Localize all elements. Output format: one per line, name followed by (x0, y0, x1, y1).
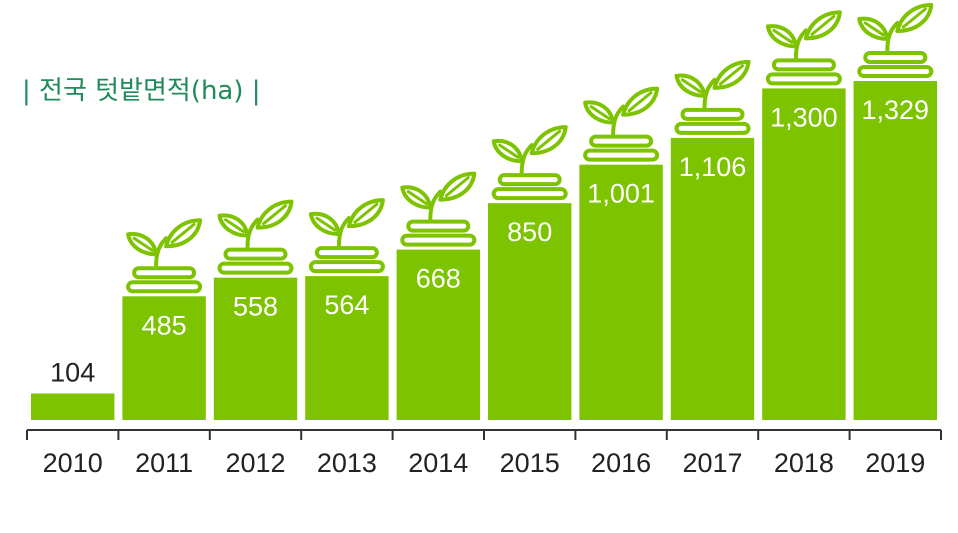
value-label: 668 (416, 264, 461, 294)
bar (305, 276, 389, 420)
sprout-pot-icon (308, 198, 385, 274)
bar (670, 137, 755, 420)
x-tick-label: 2018 (774, 448, 834, 478)
value-label: 850 (507, 217, 552, 247)
x-tick-label: 2019 (865, 448, 925, 478)
value-label: 485 (142, 310, 187, 340)
x-tick-label: 2012 (225, 448, 285, 478)
sprout-pot-icon (857, 3, 934, 78)
sprout-pot-icon (674, 59, 751, 135)
value-label: 104 (50, 357, 95, 387)
sprout-pot-icon (400, 171, 477, 247)
bar (488, 203, 572, 420)
bars-group (31, 3, 937, 421)
x-tick-label: 2011 (135, 448, 193, 478)
bar (31, 393, 115, 420)
value-label: 564 (324, 290, 369, 320)
sprout-pot-icon (583, 86, 660, 162)
x-axis (26, 429, 942, 440)
x-tick-label: 2015 (500, 448, 560, 478)
sprout-pot-icon (217, 199, 294, 275)
sprout-pot-icon (491, 125, 568, 201)
value-label: 1,300 (770, 102, 838, 132)
value-label: 558 (233, 292, 278, 322)
bar (213, 277, 298, 420)
labels-group: 104 2010 485 2011 558 2012 564 2013 668 2014 850 20… (43, 95, 929, 478)
x-tick-label: 2013 (317, 448, 377, 478)
value-label: 1,329 (862, 95, 930, 125)
bar (762, 88, 846, 421)
x-tick-label: 2014 (408, 448, 468, 478)
value-label: 1,106 (679, 152, 747, 182)
value-label: 1,001 (587, 179, 655, 209)
x-tick-label: 2016 (591, 448, 651, 478)
sprout-pot-icon (126, 218, 203, 294)
bar (579, 164, 663, 420)
chart-title: | 전국 텃밭면적(ha) | (22, 76, 261, 106)
x-tick-label: 2010 (43, 448, 103, 478)
bar (396, 249, 480, 420)
x-tick-label: 2017 (682, 448, 742, 478)
bar (122, 296, 206, 420)
bar (853, 81, 937, 420)
sprout-pot-icon (765, 10, 842, 86)
